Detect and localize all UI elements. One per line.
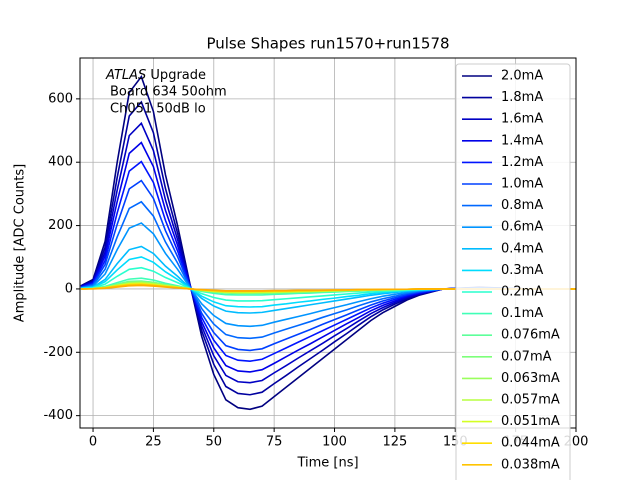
- legend-label: 0.1mA: [501, 306, 543, 321]
- legend-label: 0.076mA: [501, 328, 560, 343]
- legend-label: 0.038mA: [501, 457, 560, 472]
- legend-label: 0.6mA: [501, 220, 543, 235]
- y-tick-label: -200: [43, 345, 73, 360]
- legend-label: 1.6mA: [501, 112, 543, 127]
- lines: [80, 75, 576, 411]
- legend-label: 0.057mA: [501, 393, 560, 408]
- legend-label: 0.2mA: [501, 285, 543, 300]
- legend-label: 1.2mA: [501, 155, 543, 170]
- plot-frame: [79, 57, 577, 429]
- series-line: [80, 75, 576, 411]
- annotation: ATLAS Upgrade: [105, 68, 206, 83]
- legend-label: 0.051mA: [501, 414, 560, 429]
- legend-label: 0.044mA: [501, 436, 560, 451]
- annotation: Board 634 50ohm: [110, 85, 227, 100]
- annotation: Ch051 50dB lo: [110, 102, 206, 117]
- legend-label: 1.0mA: [501, 177, 543, 192]
- chart-title: Pulse Shapes run1570+run1578: [206, 35, 449, 53]
- x-tick-label: 0: [89, 435, 97, 450]
- series-line: [80, 179, 576, 352]
- legend-label: 0.07mA: [501, 349, 552, 364]
- series-line: [80, 222, 576, 328]
- legend-label: 0.032mA: [501, 479, 560, 480]
- legend-label: 2.0mA: [501, 69, 543, 84]
- x-tick-label: 125: [382, 435, 407, 450]
- legend-box: [455, 63, 571, 480]
- x-tick-label: 100: [322, 435, 347, 450]
- y-tick-label: -400: [43, 408, 73, 423]
- y-tick-label: 0: [65, 281, 73, 296]
- annotation-italic: ATLAS: [105, 68, 146, 83]
- x-tick-label: 25: [145, 435, 162, 450]
- legend-label: 0.4mA: [501, 241, 543, 256]
- y-axis-label: Amplitude [ADC Counts]: [13, 164, 28, 322]
- y-tick-label: 600: [48, 91, 73, 106]
- series-line: [80, 100, 576, 396]
- annotation-text: Upgrade: [150, 68, 206, 83]
- series-line: [80, 284, 576, 292]
- x-axis-label: Time [ns]: [296, 456, 358, 471]
- legend-label: 1.8mA: [501, 90, 543, 105]
- legend-label: 0.063mA: [501, 371, 560, 386]
- x-tick-label: 50: [206, 435, 223, 450]
- x-tick-label: 75: [266, 435, 283, 450]
- y-tick-label: 400: [48, 155, 73, 170]
- y-tick-label: 200: [48, 218, 73, 233]
- legend: 2.0mA 1.8mA 1.6mA 1.4mA 1.2mA 1.0mA 0.8mA 0.6mA…: [455, 63, 571, 480]
- legend-label: 0.3mA: [501, 263, 543, 278]
- legend-label: 1.4mA: [501, 133, 543, 148]
- legend-label: 0.8mA: [501, 198, 543, 213]
